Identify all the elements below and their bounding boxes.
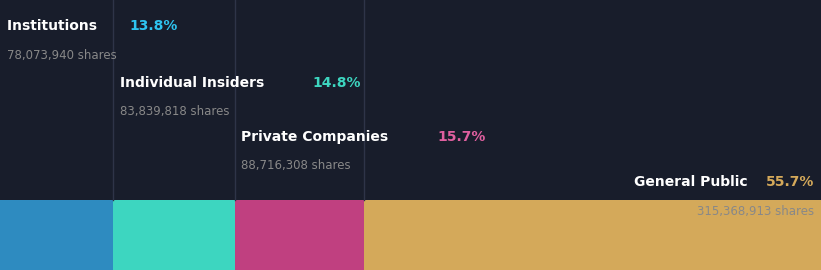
Text: 15.7%: 15.7% <box>438 130 486 144</box>
Bar <box>113 200 235 270</box>
Bar <box>0 200 113 270</box>
Text: 315,368,913 shares: 315,368,913 shares <box>697 205 814 218</box>
Text: 88,716,308 shares: 88,716,308 shares <box>241 159 351 172</box>
Text: 83,839,818 shares: 83,839,818 shares <box>120 105 229 118</box>
Text: Individual Insiders: Individual Insiders <box>120 76 269 90</box>
Text: 14.8%: 14.8% <box>312 76 360 90</box>
Text: General Public: General Public <box>634 176 752 190</box>
Text: Private Companies: Private Companies <box>241 130 393 144</box>
Text: 78,073,940 shares: 78,073,940 shares <box>7 49 117 62</box>
Bar <box>235 200 364 270</box>
Text: 13.8%: 13.8% <box>129 19 177 33</box>
Bar <box>364 200 821 270</box>
Text: Institutions: Institutions <box>7 19 102 33</box>
Text: 55.7%: 55.7% <box>766 176 814 190</box>
